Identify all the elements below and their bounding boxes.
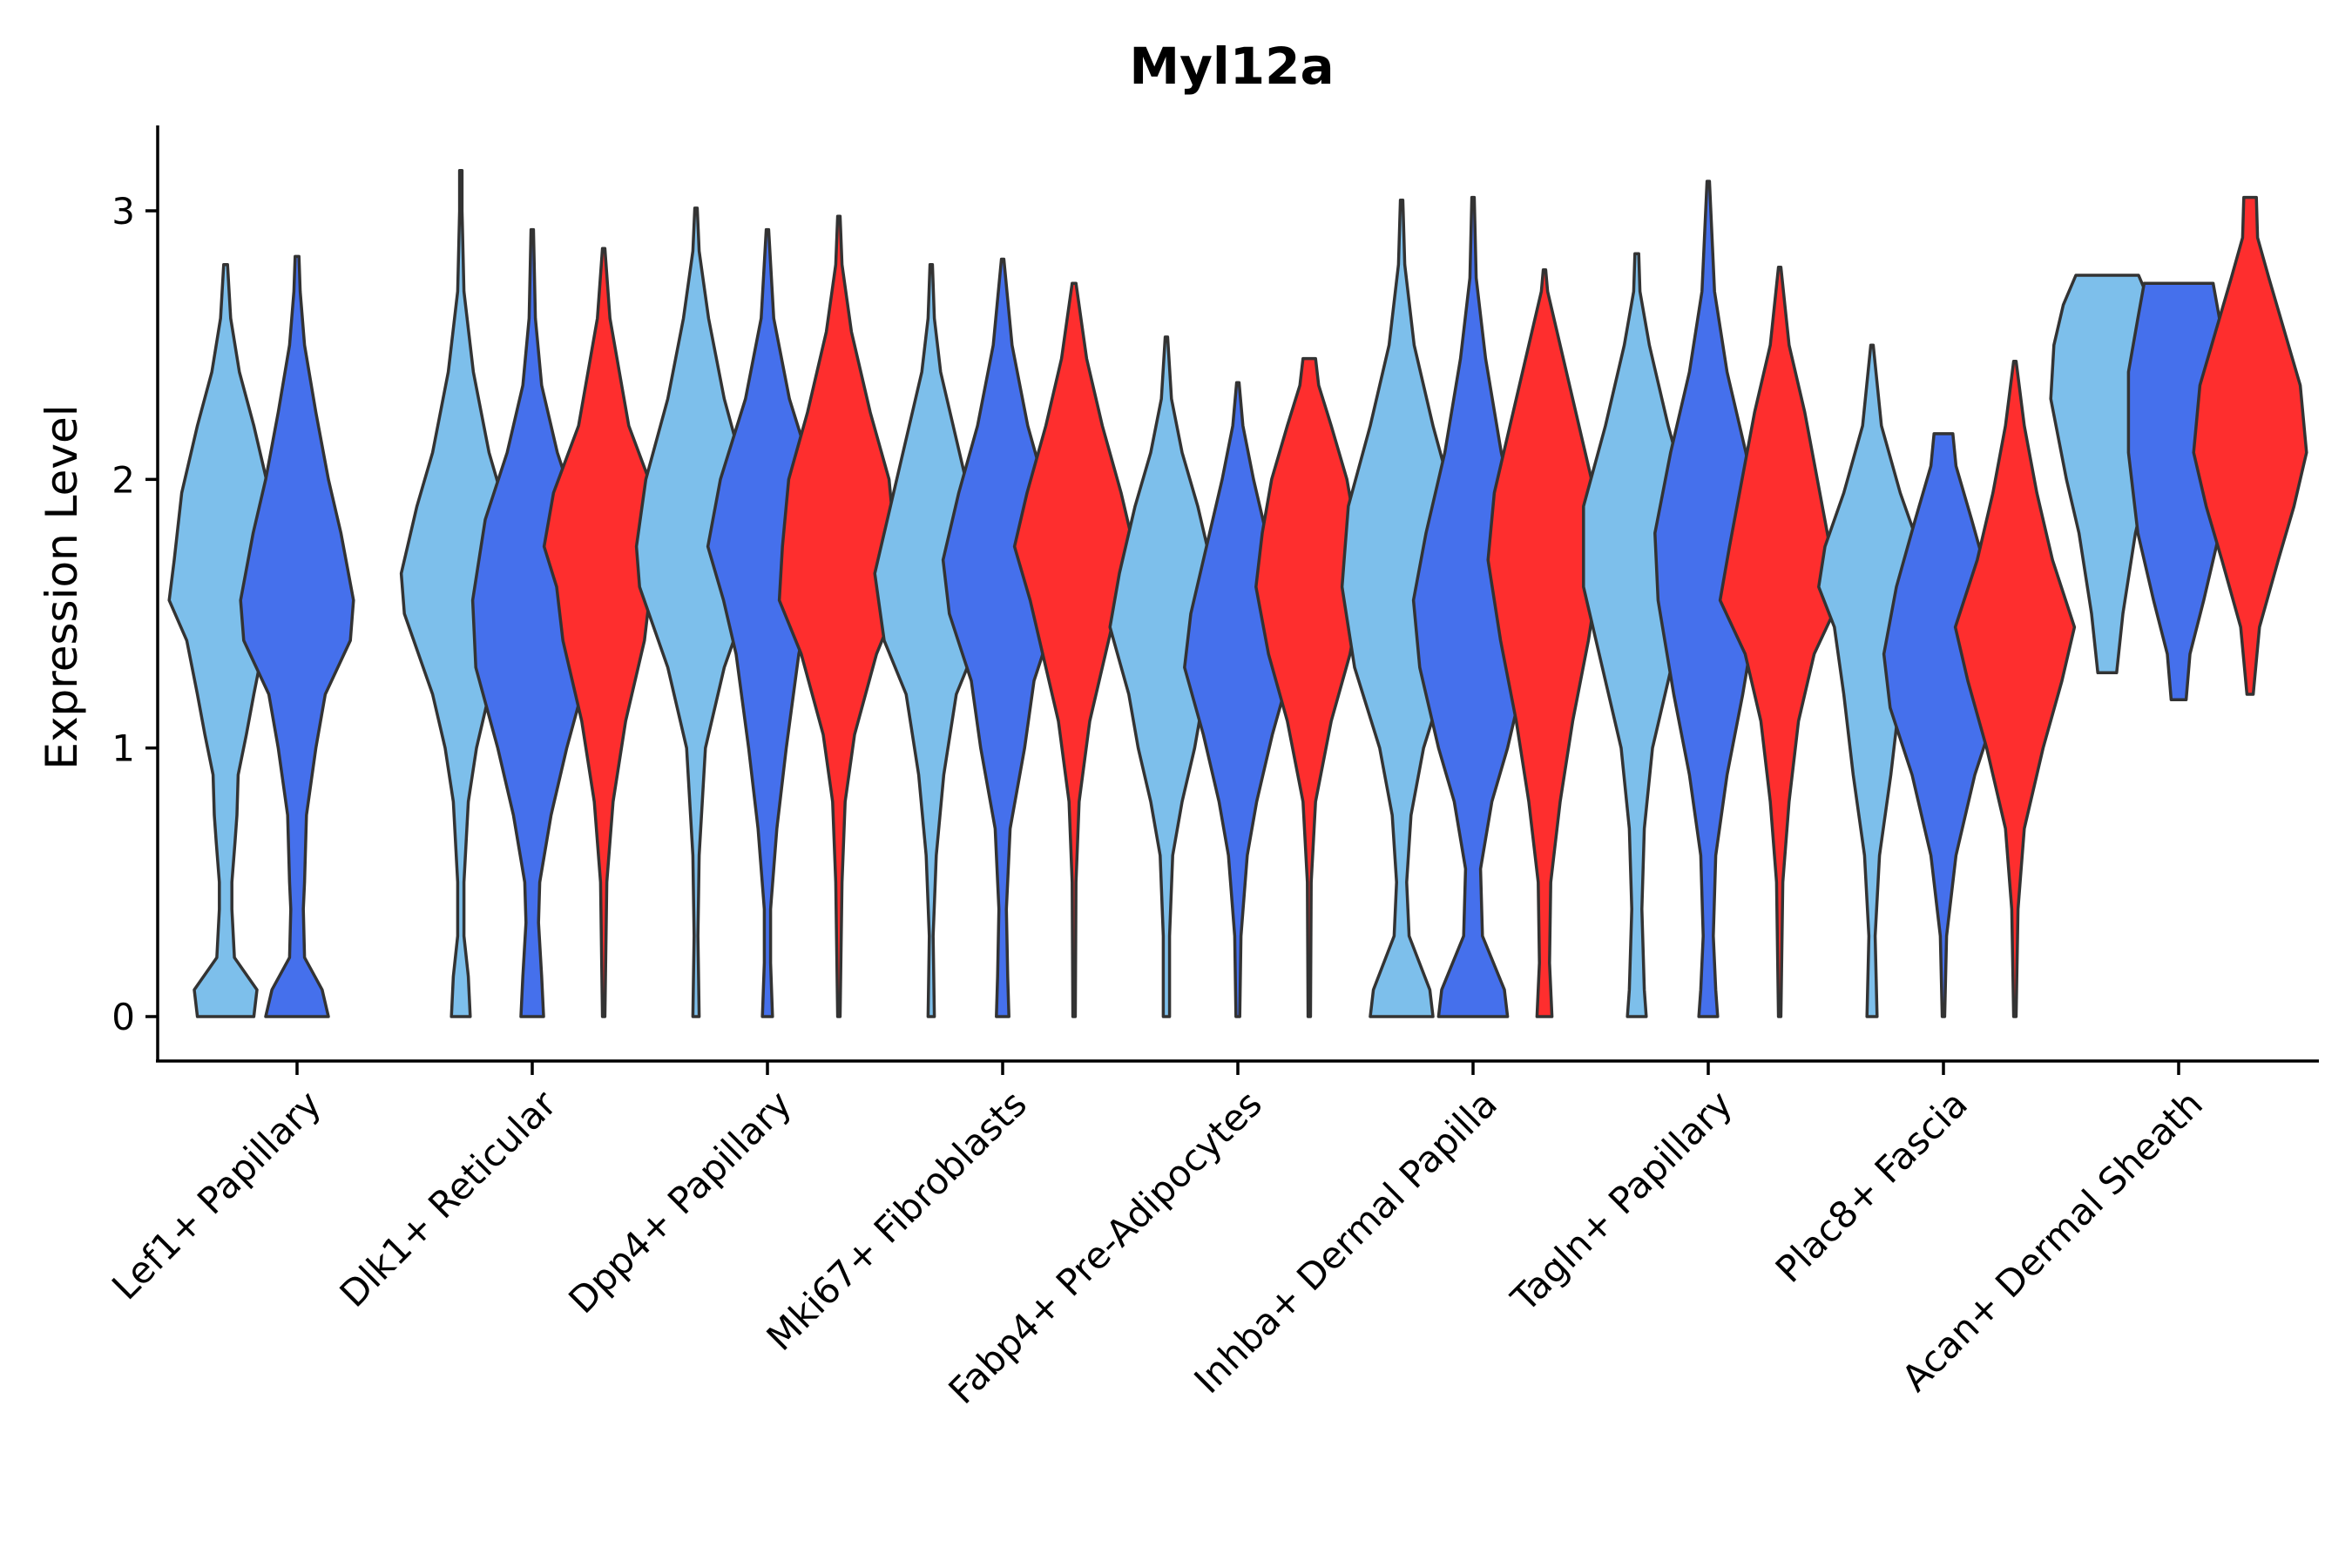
violin-8-2 (2192, 195, 2308, 696)
y-ticks-group: 0 1 2 3 (112, 190, 158, 1038)
violin-1-1 (470, 227, 594, 1018)
violin-1-0 (399, 169, 523, 1018)
violin-0-1 (239, 254, 355, 1018)
violin-6-1 (1653, 179, 1763, 1018)
violin-4-2 (1254, 356, 1364, 1018)
x-tick-label: Lef1+ Papillary (104, 1082, 329, 1308)
y-axis-label: Expression Level (37, 404, 87, 769)
violin-5-1 (1411, 195, 1535, 1018)
violin-3-0 (873, 262, 990, 1018)
violin-5-2 (1486, 268, 1603, 1018)
violin-3-2 (1012, 281, 1136, 1018)
x-tick-label: Dpp4+ Papillary (560, 1082, 800, 1321)
x-tick-label: Dlk1+ Reticular (332, 1082, 565, 1315)
violin-0-0 (167, 262, 284, 1018)
violin-2-1 (706, 227, 829, 1018)
violins-group (167, 169, 2308, 1018)
violin-7-2 (1953, 359, 2077, 1018)
x-tick-label: Mki67+ Fibroblasts (759, 1082, 1035, 1358)
x-tick-label: Tagln+ Papillary (1503, 1082, 1740, 1320)
violin-2-2 (777, 214, 901, 1018)
violin-4-0 (1108, 335, 1225, 1018)
y-tick-label: 0 (112, 996, 135, 1038)
x-tick-label: Plac8+ Fascia (1767, 1082, 1976, 1290)
y-tick-label: 2 (112, 458, 135, 501)
violin-6-2 (1718, 266, 1842, 1018)
violin-6-0 (1582, 252, 1692, 1018)
violin-3-1 (941, 257, 1064, 1018)
violin-1-2 (542, 247, 666, 1018)
violin-5-0 (1340, 198, 1463, 1018)
y-tick-label: 3 (112, 190, 135, 233)
violin-2-0 (634, 206, 758, 1018)
chart-title: Myl12a (1129, 37, 1334, 96)
y-tick-label: 1 (112, 727, 135, 770)
